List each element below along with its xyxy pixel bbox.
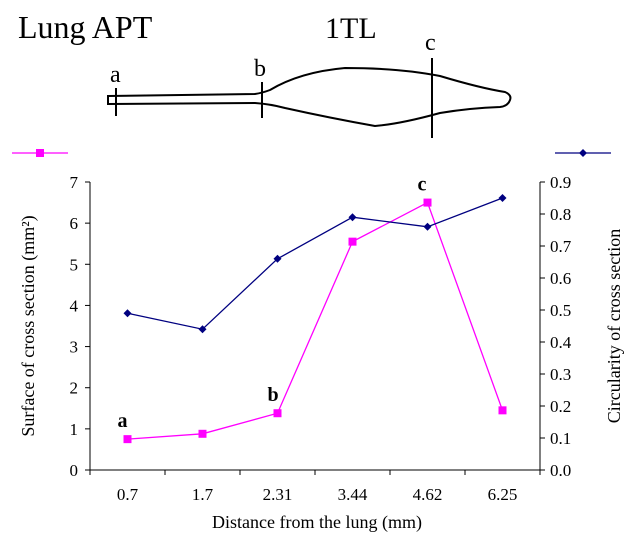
point bbox=[423, 222, 432, 231]
point bbox=[498, 406, 507, 415]
x-tick-label: 1.7 bbox=[192, 485, 214, 504]
y-tick-label: 6 bbox=[70, 214, 79, 233]
y2-tick-label: 0.7 bbox=[550, 237, 572, 256]
diagram-label: 1TL bbox=[325, 12, 377, 45]
lung-shape bbox=[107, 66, 512, 128]
series-line bbox=[127, 201, 504, 440]
y2-tick-label: 0.6 bbox=[550, 269, 571, 288]
point bbox=[198, 325, 207, 334]
x-tick-label: 3.44 bbox=[338, 485, 368, 504]
x-tick-label: 6.25 bbox=[488, 485, 518, 504]
y2-axis-label: Circularity of cross section bbox=[604, 229, 624, 423]
y2-tick-label: 0.5 bbox=[550, 301, 571, 320]
annotation: a bbox=[118, 410, 128, 432]
y2-tick-label: 0.1 bbox=[550, 429, 571, 448]
y-tick-label: 7 bbox=[70, 173, 79, 192]
point bbox=[348, 237, 357, 246]
point bbox=[498, 194, 507, 202]
x-axis-label: Distance from the lung (mm) bbox=[212, 512, 422, 533]
x-tick-label: 0.7 bbox=[117, 485, 139, 504]
point bbox=[198, 429, 207, 438]
point bbox=[273, 409, 282, 418]
y-tick-label: 3 bbox=[70, 338, 79, 357]
y-tick-label: 1 bbox=[70, 420, 79, 439]
annotation: c bbox=[418, 174, 427, 196]
diagram-marker: b bbox=[254, 56, 266, 82]
y-tick-label: 5 bbox=[70, 255, 79, 274]
y2-tick-label: 0.0 bbox=[550, 461, 571, 480]
y-tick-label: 4 bbox=[70, 296, 79, 315]
point bbox=[273, 254, 282, 263]
point bbox=[348, 213, 357, 222]
y-axis-label: Surface of cross section (mm²) bbox=[18, 215, 39, 436]
point bbox=[423, 198, 432, 207]
diagram-marker: c bbox=[425, 30, 436, 56]
point bbox=[579, 149, 587, 157]
point bbox=[123, 309, 132, 318]
point bbox=[123, 435, 132, 444]
y2-tick-label: 0.9 bbox=[550, 173, 571, 192]
y-tick-label: 2 bbox=[70, 379, 79, 398]
point bbox=[36, 149, 44, 157]
y2-tick-label: 0.8 bbox=[550, 205, 571, 224]
diagram-title: Lung APT bbox=[18, 9, 153, 45]
diagram-marker: a bbox=[110, 62, 121, 88]
y2-tick-label: 0.4 bbox=[550, 333, 572, 352]
y-tick-label: 0 bbox=[70, 461, 79, 480]
y2-tick-label: 0.2 bbox=[550, 397, 571, 416]
x-tick-label: 2.31 bbox=[263, 485, 293, 504]
x-tick-label: 4.62 bbox=[413, 485, 443, 504]
y2-tick-label: 0.3 bbox=[550, 365, 571, 384]
series-line bbox=[127, 197, 503, 330]
annotation: b bbox=[268, 384, 279, 406]
